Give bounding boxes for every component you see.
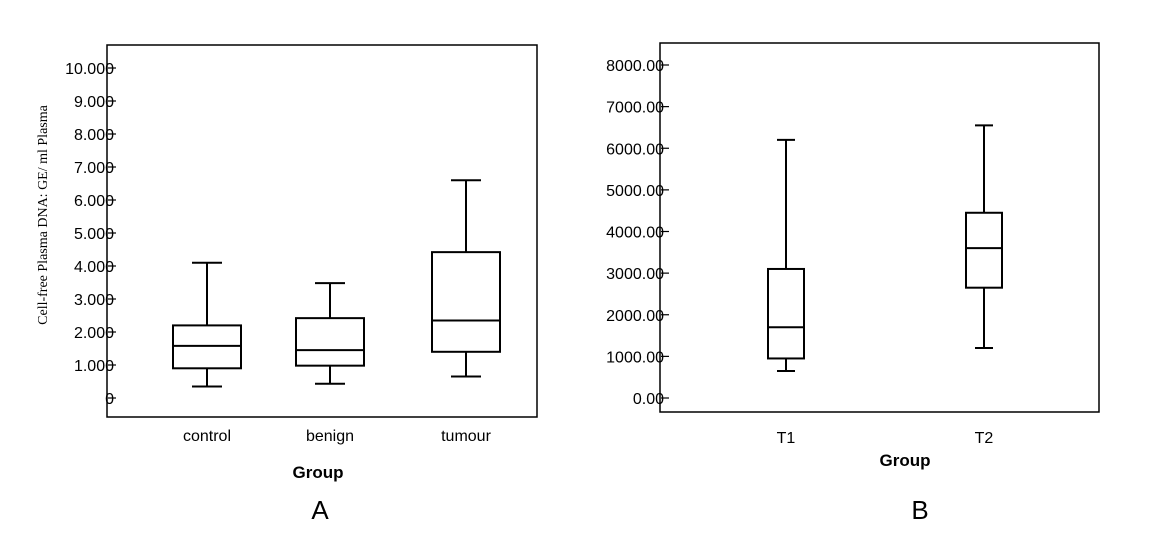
x-axis-label: Group — [880, 451, 931, 470]
box-tumour — [431, 179, 501, 378]
x-axis-label: Group — [293, 463, 344, 482]
iqr-box — [767, 267, 805, 360]
y-tick-label: 2.000 — [74, 325, 114, 342]
y-tick-label: 7000.00 — [606, 100, 664, 117]
y-tick-label: 1000.00 — [606, 349, 664, 366]
x-category-label: control — [183, 428, 231, 445]
y-tick-label: 7.000 — [74, 160, 114, 177]
iqr-box — [295, 317, 365, 367]
box-T2 — [965, 124, 1003, 350]
y-axis-label: Cell-free Plasma DNA: GE/ ml Plasma — [36, 104, 51, 324]
box-benign — [295, 282, 365, 385]
y-tick-label: 9.000 — [74, 94, 114, 111]
y-tick-label: 8000.00 — [606, 58, 664, 75]
x-category-label: tumour — [441, 428, 491, 445]
x-category-label: benign — [306, 428, 354, 445]
y-tick-label: 0 — [105, 391, 114, 408]
plot-frame — [659, 42, 1100, 413]
y-tick-label: 5.000 — [74, 226, 114, 243]
y-tick-label: 8.000 — [74, 127, 114, 144]
panel-label: B — [911, 495, 928, 525]
x-category-label: T2 — [975, 430, 994, 447]
y-tick-label: 3000.00 — [606, 266, 664, 283]
y-tick-label: 4.000 — [74, 259, 114, 276]
y-tick-label: 6000.00 — [606, 141, 664, 158]
box-control — [172, 261, 242, 388]
y-tick-label: 4000.00 — [606, 225, 664, 242]
iqr-box — [431, 251, 501, 353]
y-tick-label: 5000.00 — [606, 183, 664, 200]
chart-panel-A: 0 1.000 2.000 3.000 4.000 5.000 6.000 7.000 8.00… — [36, 44, 538, 525]
box-T1 — [767, 138, 805, 372]
y-tick-label: 3.000 — [74, 292, 114, 309]
x-category-label: T1 — [777, 430, 796, 447]
y-tick-label: 2000.00 — [606, 308, 664, 325]
y-tick-label: 1.000 — [74, 358, 114, 375]
iqr-box — [965, 211, 1003, 289]
y-tick-label: 10.000 — [65, 61, 114, 78]
panel-label: A — [311, 495, 329, 525]
chart-panel-B: 0.00 1000.00 2000.00 3000.00 4000.00 5000.00 6… — [606, 42, 1100, 525]
y-tick-label: 6.000 — [74, 193, 114, 210]
y-tick-label: 0.00 — [633, 391, 664, 408]
plot-frame — [106, 44, 538, 418]
